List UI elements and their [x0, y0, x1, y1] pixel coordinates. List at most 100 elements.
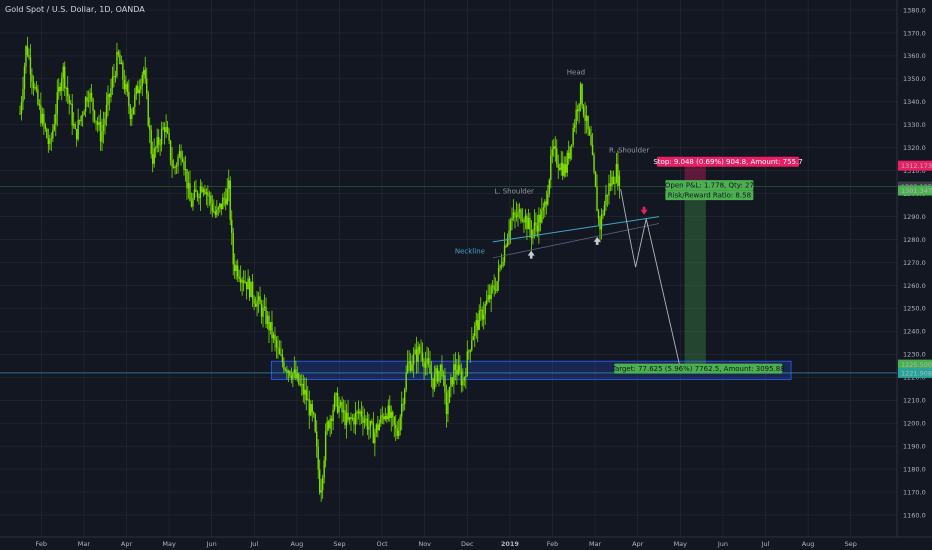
candle-body	[566, 152, 568, 173]
candle-body	[405, 372, 407, 390]
time-tick-label: Jul	[761, 540, 770, 548]
target-label: Target: 77.625 (5.96%) 7762.5, Amount: 3…	[611, 365, 785, 373]
up-arrow-icon	[527, 250, 535, 259]
candle-body	[75, 129, 78, 140]
candle-body	[372, 422, 375, 444]
time-axis[interactable]: Feb Mar Apr May Jun Jul Aug Sep Oct Nov Dec 2019 Feb…	[0, 536, 932, 550]
candle-body	[542, 207, 545, 211]
candle-body	[336, 393, 339, 413]
candle-body	[567, 152, 570, 159]
candle-body	[172, 166, 175, 169]
candle-body	[521, 220, 524, 222]
candle-body	[286, 369, 288, 373]
price-tick-label: 1230.0	[903, 351, 926, 359]
candle-body	[472, 336, 474, 341]
candle-body	[539, 214, 542, 223]
price-tick-label: 1280.0	[903, 236, 926, 244]
candle-body	[40, 105, 42, 124]
candle-body	[400, 404, 403, 417]
candle-body	[244, 281, 246, 283]
candle-body	[260, 304, 263, 317]
candle-body	[596, 186, 598, 212]
time-tick-label: May	[674, 540, 688, 548]
candle-body	[123, 79, 126, 90]
right-shoulder-label: R. Shoulder	[609, 146, 649, 154]
candle-body	[207, 192, 209, 196]
grid-lines	[0, 0, 897, 537]
price-axis[interactable]: 1160.01170.01180.01190.01200.01210.01220…	[896, 0, 932, 550]
candle-body	[65, 87, 67, 89]
candle-body	[608, 183, 610, 196]
candle-body	[298, 373, 300, 385]
candle-body	[290, 375, 293, 379]
candle-body	[239, 278, 242, 283]
candle-body	[59, 86, 61, 91]
candle-body	[442, 375, 445, 377]
candle-body	[131, 114, 133, 120]
candlestick-series	[19, 36, 621, 502]
candle-body	[550, 155, 552, 180]
candle-body	[163, 127, 166, 132]
candle-body	[351, 417, 354, 420]
candle-body	[247, 278, 249, 290]
candle-body	[74, 124, 76, 130]
candle-body	[353, 417, 355, 425]
candle-body	[548, 179, 551, 194]
candle-body	[263, 306, 266, 308]
candle-body	[430, 373, 433, 379]
candle-body	[86, 97, 88, 102]
time-tick-label: Oct	[376, 540, 388, 548]
candle-body	[341, 402, 343, 413]
candle-body	[517, 211, 519, 218]
candle-body	[520, 209, 522, 222]
candle-body	[573, 124, 576, 128]
candle-body	[114, 76, 117, 78]
candle-body	[576, 109, 579, 112]
candle-body	[327, 421, 330, 429]
candle-body	[229, 180, 231, 220]
price-tick-label: 1290.0	[903, 213, 926, 221]
stop-price-badge: 1312.173	[901, 162, 932, 170]
candle-body	[503, 245, 506, 262]
candle-body	[190, 200, 193, 207]
candle-body	[368, 426, 370, 430]
candle-body	[113, 76, 115, 78]
candle-body	[116, 51, 118, 77]
target-zone	[684, 190, 706, 365]
candle-body	[25, 46, 27, 67]
candle-body	[395, 424, 397, 429]
candle-body	[138, 89, 140, 94]
candle-body	[421, 352, 424, 362]
candle-body	[362, 416, 364, 423]
candle-body	[308, 399, 310, 416]
candle-body	[58, 86, 60, 93]
price-tick-label: 1360.0	[903, 52, 926, 60]
candle-body	[606, 194, 609, 196]
candle-body	[269, 322, 272, 331]
candle-body	[223, 197, 225, 199]
candle-body	[234, 264, 236, 272]
candle-body	[500, 265, 503, 267]
candle-body	[266, 315, 269, 324]
candle-body	[257, 296, 260, 301]
candle-body	[445, 392, 448, 414]
candle-body	[165, 126, 167, 132]
candle-body	[511, 218, 513, 221]
left-shoulder-label: L. Shoulder	[494, 188, 534, 196]
candle-body	[339, 402, 342, 406]
candle-body	[98, 121, 100, 126]
candle-body	[220, 203, 222, 210]
candle-body	[316, 431, 318, 447]
candle-body	[245, 281, 248, 290]
symbol-title: Gold Spot / U.S. Dollar, 1D, OANDA	[5, 5, 145, 14]
short-position-tool[interactable]: Stop: 9.048 (0.69%) 904.8, Amount: 755.7…	[611, 156, 803, 374]
candle-body	[414, 349, 416, 354]
candle-body	[120, 62, 123, 65]
candle-body	[527, 218, 530, 230]
candle-body	[515, 214, 518, 218]
head-and-shoulders-pattern: L. Shoulder Head R. Shoulder Neckline	[455, 68, 681, 369]
candle-body	[180, 151, 182, 160]
candle-body	[50, 138, 53, 140]
candle-body	[436, 368, 439, 382]
